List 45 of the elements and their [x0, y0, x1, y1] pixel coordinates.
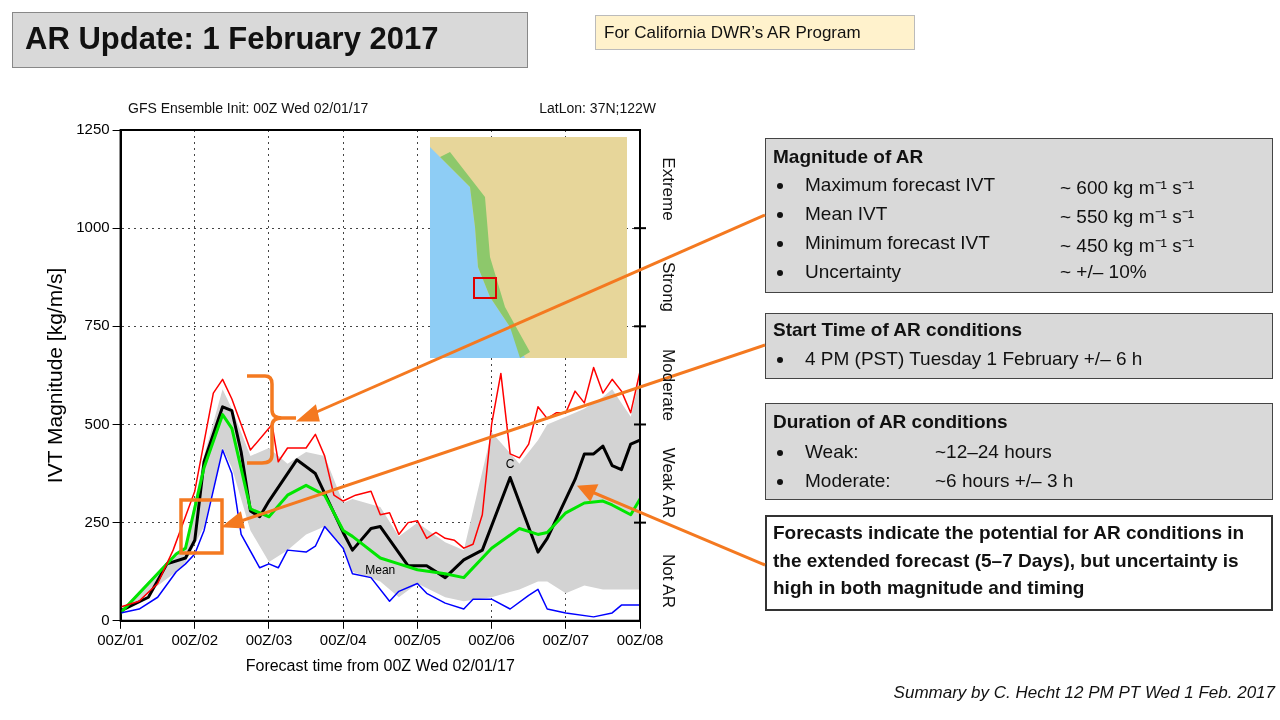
text: Moderate [658, 349, 678, 421]
y-tick-label: 250 [84, 512, 110, 530]
x-tick-label: 00Z/01 [97, 630, 144, 648]
text: For California DWR’s AR Program [604, 23, 861, 43]
text: LatLon: 37N;122W [539, 100, 656, 116]
x-tick-label: 00Z/07 [542, 630, 590, 648]
text: Uncertainty [805, 261, 902, 283]
text: Moderate: [805, 470, 891, 492]
text: Magnitude of AR [773, 146, 924, 168]
text: 4 PM (PST) Tuesday 1 February +/– 6 h [805, 348, 1143, 370]
y-tick-label: 1000 [76, 218, 110, 236]
x-axis-title: Forecast time from 00Z Wed 02/01/17 [245, 656, 515, 674]
x-tick-label: 00Z/04 [319, 630, 367, 648]
text: ~ +/– 10% [1060, 261, 1147, 283]
text: Weak AR [658, 447, 678, 519]
y-tick-label: 1250 [76, 120, 110, 138]
series-label: C [505, 456, 515, 471]
text: Start Time of AR conditions [773, 319, 1023, 341]
x-tick-label: 00Z/05 [394, 630, 441, 648]
text: Mean IVT [805, 203, 888, 225]
x-tick-label: 00Z/02 [171, 630, 219, 648]
text: ~12–24 hours [935, 441, 1052, 463]
text: ~ 450 kg m⁻¹ s⁻¹ [1060, 234, 1194, 258]
text: ~ 550 kg m⁻¹ s⁻¹ [1060, 205, 1194, 229]
text: Forecasts indicate the potential for AR conditions in the extended forecast (5–7 Days), but uncertainty is high in both magnitude and timing [773, 521, 1246, 601]
text: Summary by C. Hecht 12 PM PT Wed 1 Feb. 2017 [893, 683, 1275, 703]
text: ~ 600 kg m⁻¹ s⁻¹ [1060, 176, 1194, 200]
series-label: Mean [365, 563, 396, 578]
text: Strong [658, 261, 678, 313]
text: Maximum forecast IVT [805, 174, 996, 196]
x-tick-label: 00Z/03 [245, 630, 293, 648]
text: Extreme [658, 157, 678, 221]
y-axis-title: IVT Magnitude [kg/m/s] [43, 267, 67, 484]
y-tick-label: 500 [84, 414, 110, 432]
text: Not AR [658, 554, 678, 608]
y-tick-label: 750 [84, 316, 110, 334]
text: ~6 hours +/– 3 h [935, 470, 1074, 492]
x-tick-label: 00Z/08 [616, 630, 664, 648]
text: Weak: [805, 441, 859, 463]
y-tick-label: 0 [101, 610, 110, 628]
x-tick-label: 00Z/06 [468, 630, 515, 648]
chart-title: AR Update: 1 February 2017 [25, 21, 439, 57]
text: Duration of AR conditions [773, 411, 1008, 433]
text: Minimum forecast IVT [805, 232, 990, 254]
text: GFS Ensemble Init: 00Z Wed 02/01/17 [128, 100, 369, 116]
